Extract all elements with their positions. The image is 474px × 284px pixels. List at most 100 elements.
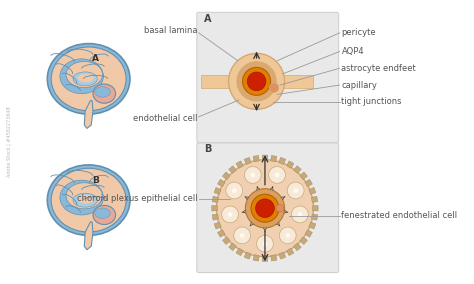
Polygon shape	[84, 222, 93, 250]
Wedge shape	[309, 187, 316, 194]
Wedge shape	[253, 155, 259, 162]
Text: pericyte: pericyte	[341, 28, 376, 37]
Wedge shape	[222, 237, 230, 245]
Circle shape	[247, 72, 266, 91]
Wedge shape	[244, 252, 251, 259]
Wedge shape	[262, 256, 268, 261]
Circle shape	[251, 194, 279, 222]
Ellipse shape	[47, 165, 130, 235]
Ellipse shape	[66, 62, 102, 87]
Wedge shape	[279, 157, 286, 164]
Wedge shape	[236, 161, 243, 168]
Wedge shape	[311, 196, 318, 202]
Circle shape	[269, 83, 279, 92]
Ellipse shape	[73, 193, 97, 207]
Ellipse shape	[95, 87, 110, 97]
Ellipse shape	[95, 208, 110, 218]
Text: B: B	[92, 176, 99, 185]
Wedge shape	[228, 166, 237, 174]
Wedge shape	[305, 179, 312, 187]
Text: A: A	[92, 54, 99, 63]
Text: capillary: capillary	[341, 81, 377, 89]
Circle shape	[228, 53, 284, 109]
Ellipse shape	[60, 180, 103, 215]
Wedge shape	[253, 254, 259, 261]
Ellipse shape	[51, 47, 126, 111]
Circle shape	[298, 212, 302, 217]
Circle shape	[256, 235, 273, 252]
Wedge shape	[287, 161, 294, 168]
Text: astrocyte endfeet: astrocyte endfeet	[341, 64, 416, 73]
Circle shape	[292, 206, 308, 223]
Wedge shape	[236, 248, 243, 256]
Text: B: B	[204, 144, 212, 154]
Circle shape	[255, 199, 274, 218]
Circle shape	[246, 189, 284, 228]
Wedge shape	[212, 205, 218, 211]
FancyArrow shape	[256, 75, 312, 88]
Wedge shape	[262, 155, 268, 161]
FancyBboxPatch shape	[197, 143, 338, 273]
Text: choroid plexus epithelial cell: choroid plexus epithelial cell	[77, 195, 198, 203]
Wedge shape	[312, 205, 318, 211]
Circle shape	[243, 67, 271, 95]
Wedge shape	[293, 166, 301, 174]
Wedge shape	[214, 222, 221, 229]
Circle shape	[240, 233, 245, 238]
Ellipse shape	[66, 183, 102, 209]
Circle shape	[263, 241, 267, 246]
Circle shape	[217, 160, 313, 257]
Circle shape	[245, 166, 261, 183]
Wedge shape	[218, 230, 225, 237]
Circle shape	[269, 166, 285, 183]
Ellipse shape	[78, 195, 94, 204]
Wedge shape	[287, 248, 294, 256]
Circle shape	[276, 204, 283, 212]
Polygon shape	[84, 101, 93, 128]
Wedge shape	[305, 230, 312, 237]
Circle shape	[237, 62, 276, 101]
Wedge shape	[244, 157, 251, 164]
Text: tight junctions: tight junctions	[341, 97, 402, 106]
Circle shape	[250, 173, 255, 177]
Wedge shape	[228, 243, 237, 251]
Circle shape	[232, 188, 237, 193]
Wedge shape	[271, 254, 277, 261]
Wedge shape	[271, 155, 277, 162]
Circle shape	[285, 233, 290, 238]
Wedge shape	[212, 214, 219, 220]
Wedge shape	[222, 172, 230, 179]
Text: AQP4: AQP4	[341, 47, 364, 56]
Ellipse shape	[73, 72, 97, 86]
Wedge shape	[300, 237, 308, 245]
Wedge shape	[309, 222, 316, 229]
Text: fenestrated endothelial cell: fenestrated endothelial cell	[341, 211, 457, 220]
Circle shape	[234, 227, 251, 244]
Ellipse shape	[47, 44, 130, 114]
Wedge shape	[293, 243, 301, 251]
Text: endothelial cell: endothelial cell	[133, 114, 198, 123]
Wedge shape	[279, 252, 286, 259]
Text: Adobe Stock | #4582273648: Adobe Stock | #4582273648	[7, 106, 12, 178]
Wedge shape	[214, 187, 221, 194]
Ellipse shape	[78, 74, 94, 82]
Circle shape	[226, 182, 243, 199]
Wedge shape	[300, 172, 308, 179]
Wedge shape	[218, 179, 225, 187]
Ellipse shape	[93, 205, 116, 225]
Ellipse shape	[51, 168, 126, 232]
Ellipse shape	[93, 84, 116, 103]
FancyArrow shape	[201, 75, 256, 88]
Circle shape	[293, 188, 298, 193]
Wedge shape	[212, 196, 219, 202]
Circle shape	[275, 173, 279, 177]
Circle shape	[222, 206, 238, 223]
Text: basal lamina: basal lamina	[144, 26, 198, 36]
Wedge shape	[311, 214, 318, 220]
Circle shape	[279, 227, 296, 244]
Circle shape	[228, 212, 232, 217]
FancyBboxPatch shape	[197, 12, 338, 143]
Text: A: A	[204, 14, 212, 24]
Circle shape	[287, 182, 304, 199]
Ellipse shape	[60, 59, 103, 94]
